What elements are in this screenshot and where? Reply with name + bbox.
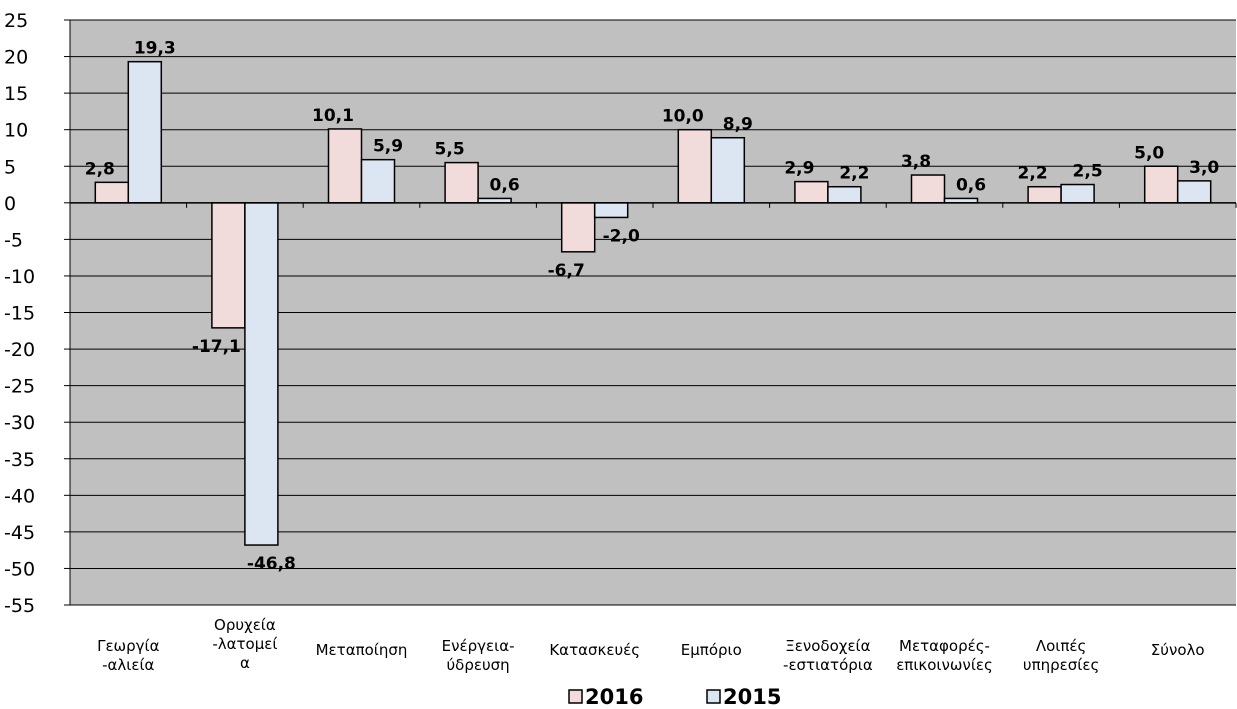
data-label-2016: 5,0	[1134, 143, 1164, 163]
bar-2015	[127, 60, 163, 204]
x-axis-tick-marks	[69, 202, 1237, 208]
data-label-2015: 0,6	[490, 175, 520, 195]
legend-label-2016: 2016	[585, 685, 643, 709]
category-label: Σύνολο	[1151, 641, 1205, 659]
y-tick-label: -50	[4, 558, 35, 580]
data-label-2015: 2,2	[839, 164, 869, 184]
bar-2015	[244, 202, 279, 546]
data-label-2015: 8,9	[723, 115, 753, 135]
category-label: Κατασκευές	[549, 641, 640, 659]
data-label-2016: 2,2	[1018, 164, 1048, 184]
y-tick-label: -40	[4, 485, 35, 507]
data-label-2016: 10,0	[662, 107, 704, 127]
data-label-2016: 2,9	[784, 159, 814, 179]
y-tick-label: 5	[4, 156, 16, 178]
category-label: Μεταποίηση	[316, 641, 408, 659]
data-label-2016: -17,1	[192, 337, 241, 357]
legend-swatch-2016	[568, 689, 583, 704]
y-tick-label: 10	[4, 120, 28, 142]
category-labels: Γεωργία -αλιεία Ορυχεία -λατομεί α Μεταποίηση…	[97, 616, 1204, 674]
bar-2016	[910, 174, 946, 204]
category-label: Εμπόριο	[681, 641, 742, 659]
category-label: Λοιπές υπηρεσίες	[1023, 637, 1099, 674]
bar-2015	[593, 202, 629, 219]
data-label-2016: 3,8	[901, 152, 931, 172]
data-label-2015: 19,3	[134, 39, 176, 59]
y-tick-label: -20	[4, 339, 35, 361]
y-axis-ticks: 25 20 15 10 5 0 -5 -10 -15 -20 -25 -30 -35 -40 -45 -50 -…	[4, 10, 71, 617]
y-tick-label: -25	[4, 376, 35, 398]
bar-2016	[794, 180, 829, 204]
y-tick-label: -55	[4, 595, 35, 617]
bars	[94, 60, 1212, 546]
data-label-2015: -46,8	[247, 554, 296, 574]
category-label: Ορυχεία -λατομεί α	[212, 616, 277, 672]
bar-2016	[560, 202, 596, 253]
category-label: Ενέργεια-ύδρευση	[442, 637, 515, 674]
bar-2016	[1027, 185, 1062, 204]
bar-2016	[1143, 165, 1179, 204]
bar-2016	[327, 128, 363, 204]
data-label-2015: 5,9	[373, 137, 403, 157]
bar-2016	[444, 161, 479, 204]
category-label: Ξενοδοχεία -εστιατόρια	[783, 637, 873, 674]
category-label: Μεταφορές-επικοινωνίες	[896, 637, 993, 674]
data-label-2016: 5,5	[435, 140, 465, 160]
bar-2016	[211, 202, 246, 329]
bar-2015	[827, 185, 862, 204]
bar-2015	[1060, 183, 1095, 204]
y-tick-label: -35	[4, 449, 35, 471]
y-tick-label: -10	[4, 266, 35, 288]
bar-2015	[710, 136, 746, 204]
y-tick-label: -15	[4, 303, 35, 325]
data-label-2016: 2,8	[85, 159, 115, 179]
y-tick-label: -30	[4, 412, 35, 434]
legend-label-2015: 2015	[723, 685, 781, 709]
legend: 2016 2015	[568, 685, 781, 709]
data-label-2015: 0,6	[956, 175, 986, 195]
category-label: Γεωργία -αλιεία	[97, 637, 160, 674]
bar-2016	[677, 128, 713, 204]
data-label-2015: 2,5	[1073, 162, 1103, 182]
y-tick-label: 25	[4, 10, 28, 32]
legend-swatch-2015	[706, 689, 721, 704]
bar-2015	[360, 158, 396, 204]
y-tick-label: -5	[4, 229, 23, 251]
bar-2015	[1176, 180, 1212, 204]
data-label-2016: -6,7	[548, 261, 585, 281]
data-labels: 2,8 19,3 -17,1 -46,8 10,1 5,9 5,5 0,6 -6,7 -2,0 10…	[85, 39, 1220, 574]
data-label-2015: -2,0	[603, 226, 640, 246]
y-tick-label: -45	[4, 522, 35, 544]
y-tick-label: 0	[4, 193, 16, 215]
y-tick-label: 20	[4, 47, 28, 69]
bar-2016	[94, 181, 130, 204]
y-tick-label: 15	[4, 83, 28, 105]
data-label-2015: 3,0	[1189, 158, 1219, 178]
data-label-2016: 10,1	[312, 106, 354, 126]
